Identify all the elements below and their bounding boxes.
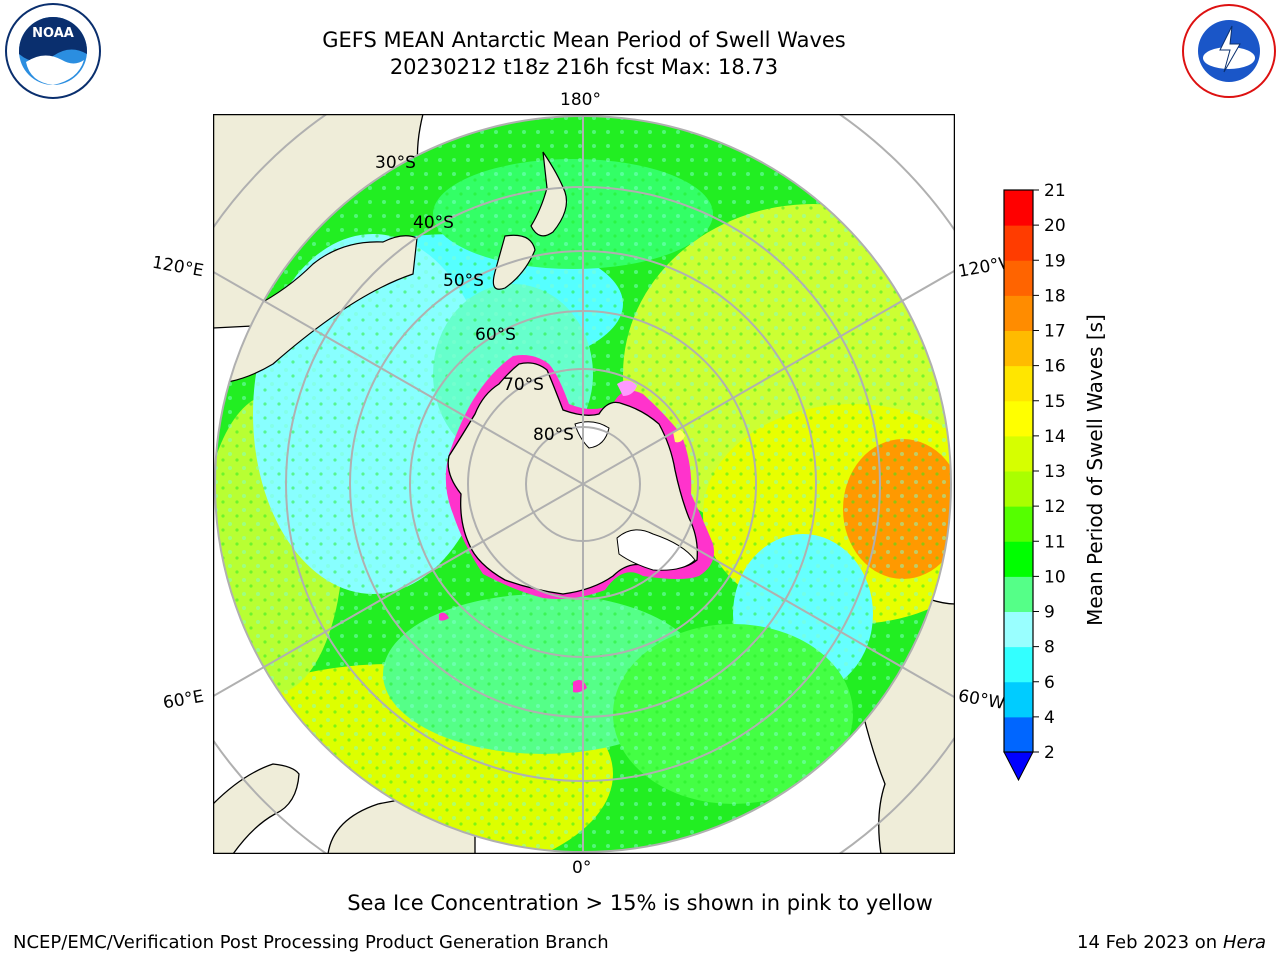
colorbar-tick-label: 11 [1044,532,1066,552]
nws-logo [1180,2,1278,104]
colorbar-tick-label: 10 [1044,567,1066,587]
colorbar-band [1004,260,1033,296]
colorbar-band [1004,506,1033,542]
colorbar-band [1004,576,1033,612]
colorbar-tick-label: 8 [1044,638,1055,658]
colorbar-tick-label: 12 [1044,497,1066,517]
colorbar-tick-label: 20 [1044,216,1066,236]
colorbar-band [1004,225,1033,261]
colorbar-tick-label: 21 [1044,181,1066,201]
colorbar-band [1004,365,1033,402]
colorbar-band [1004,541,1033,577]
lat-label-80s: 80°S [533,425,574,445]
colorbar-label: Mean Period of Swell Waves [s] [1083,314,1107,626]
graticule [213,114,955,854]
colorbar-tick-label: 2 [1044,743,1055,763]
footer-date-text: 14 Feb 2023 on [1077,932,1218,953]
colorbar-tick-label: 15 [1044,392,1066,412]
colorbar-extend-triangle [1003,751,1034,782]
plot-title: GEFS MEAN Antarctic Mean Period of Swell… [322,28,846,52]
colorbar-band [1004,471,1033,507]
polar-map: 30°S 40°S 50°S 60°S 70°S 80°S [213,114,955,854]
lat-label-50s: 50°S [443,271,484,291]
colorbar-band [1004,190,1033,226]
colorbar-band [1004,435,1033,472]
colorbar-tick-label: 18 [1044,286,1066,306]
colorbar-band [1004,646,1033,683]
colorbar-tick-label: 19 [1044,251,1066,271]
colorbar-band [1004,611,1033,648]
colorbar-band [1004,716,1033,753]
plot-subtitle: 20230212 t18z 216h fcst Max: 18.73 [389,55,779,79]
lon-label-120e: 120°E [150,252,206,282]
lat-label-60s: 60°S [475,325,516,345]
noaa-logo: NOAA [4,2,102,104]
footer-credit: NCEP/EMC/Verification Post Processing Pr… [13,932,609,953]
footer-host: Hera [1222,932,1266,953]
lat-label-40s: 40°S [413,213,454,233]
lon-label-60e: 60°E [161,686,206,714]
colorbar-tick-label: 17 [1044,322,1066,342]
colorbar-band [1004,295,1033,331]
colorbar-tick-label: 14 [1044,427,1066,447]
colorbar-tick-label: 4 [1044,708,1055,728]
noaa-logo-text: NOAA [32,26,74,41]
colorbar-band [1004,400,1033,437]
lon-label-0: 0° [572,858,592,878]
colorbar-tick-label: 16 [1044,357,1066,377]
lat-label-70s: 70°S [503,375,544,395]
lat-label-30s: 30°S [375,153,416,173]
sea-ice-note: Sea Ice Concentration > 15% is shown in … [347,891,933,915]
footer-date: 14 Feb 2023 on Hera [1077,932,1266,953]
colorbar-band [1004,681,1033,718]
colorbar: 2 4 6 8 9 10 11 12 13 14 15 16 17 18 19 20 21 [980,180,1090,794]
colorbar-tick-label: 13 [1044,462,1066,482]
lon-label-180: 180° [560,90,601,110]
colorbar-tick-label: 9 [1044,603,1055,623]
colorbar-svg: 2 4 6 8 9 10 11 12 13 14 15 16 17 18 19 20 21 [1003,181,1066,782]
colorbar-band [1004,330,1033,367]
colorbar-tick-label: 6 [1044,673,1055,693]
